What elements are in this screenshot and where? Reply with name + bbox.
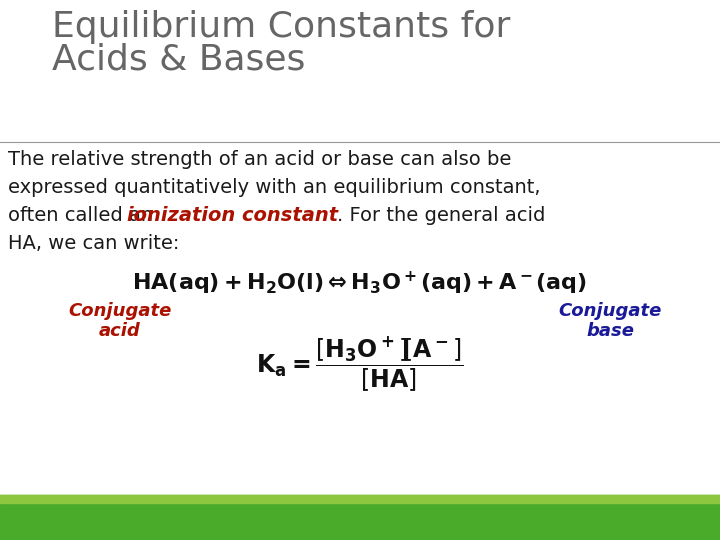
Bar bbox=[0, 495, 720, 503]
Text: HA, we can write:: HA, we can write: bbox=[8, 234, 179, 253]
Text: base: base bbox=[586, 322, 634, 340]
Text: ionization constant: ionization constant bbox=[127, 206, 338, 225]
Bar bbox=[0, 495, 720, 540]
Text: expressed quantitatively with an equilibrium constant,: expressed quantitatively with an equilib… bbox=[8, 178, 541, 197]
Text: acid: acid bbox=[99, 322, 141, 340]
Text: Conjugate: Conjugate bbox=[68, 302, 171, 320]
Text: Conjugate: Conjugate bbox=[558, 302, 662, 320]
Text: often called an: often called an bbox=[8, 206, 159, 225]
Text: The relative strength of an acid or base can also be: The relative strength of an acid or base… bbox=[8, 150, 511, 169]
Text: Acids & Bases: Acids & Bases bbox=[52, 43, 305, 77]
Text: $\mathbf{K_a = \dfrac{\left[H_3O^+\right]\!\left[A^-\right]}{\left[HA\right]}}$: $\mathbf{K_a = \dfrac{\left[H_3O^+\right… bbox=[256, 335, 464, 394]
Text: . For the general acid: . For the general acid bbox=[337, 206, 545, 225]
Text: $\mathbf{HA(aq)+H_2O(l)\Leftrightarrow H_3O^+(aq)+A^-(aq)}$: $\mathbf{HA(aq)+H_2O(l)\Leftrightarrow H… bbox=[132, 270, 588, 298]
Text: Equilibrium Constants for: Equilibrium Constants for bbox=[52, 10, 510, 44]
